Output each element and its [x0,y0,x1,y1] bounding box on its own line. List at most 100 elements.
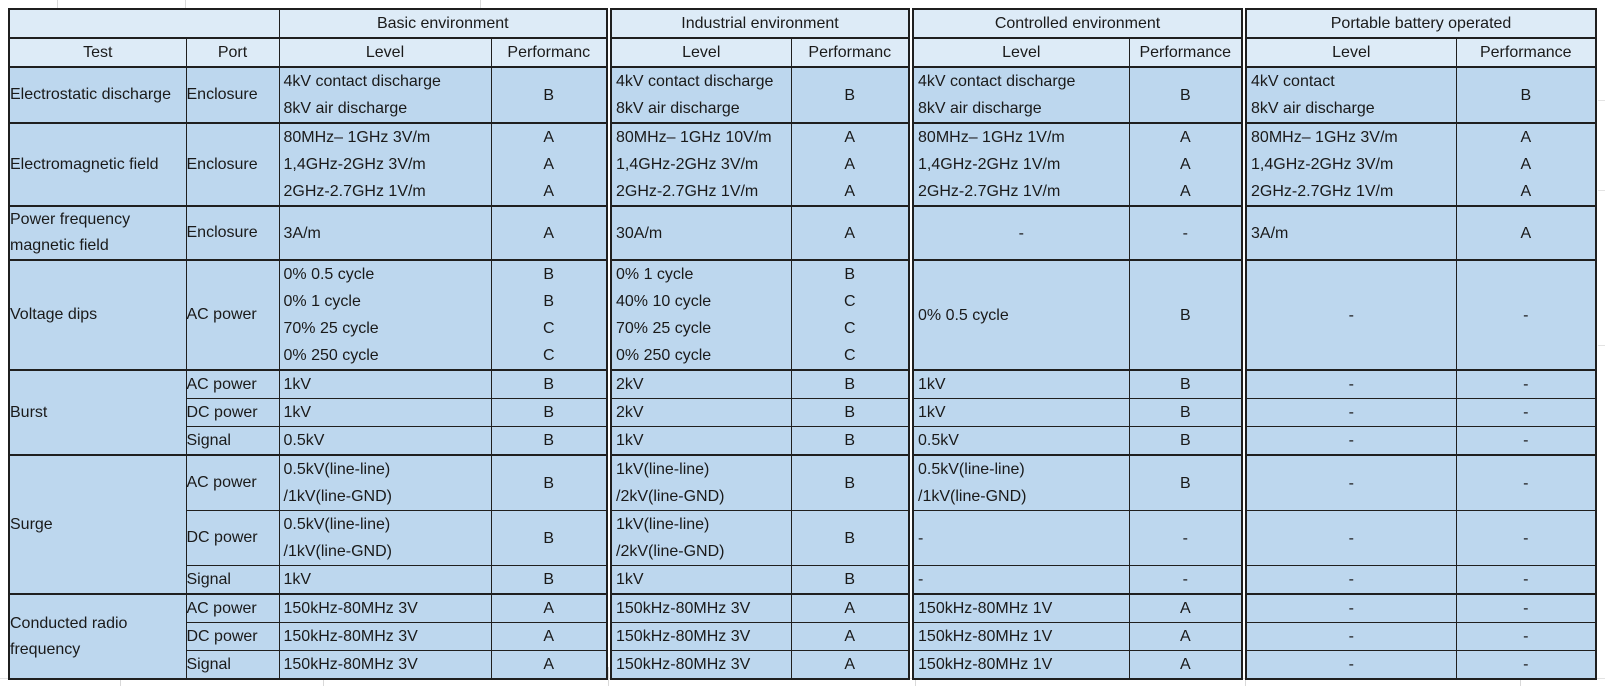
level-cell: 4kV contact discharge 8kV air discharge [908,66,1130,124]
level-line: 8kV air discharge [1251,100,1375,117]
table-row: Voltage dips AC power 0% 0.5 cycle 0% 1 cyc… [8,259,1597,371]
level-line: 1kV [918,404,946,421]
level-line: 2kV [616,404,644,421]
performance-line: - [1182,571,1188,588]
level-cell: 4kV contact discharge 8kV air discharge [278,66,492,124]
level-line: 30A/m [616,224,663,242]
level-cell: 2kV [606,369,792,399]
performance-line: B [844,474,856,492]
column-header-row: Test Port Level Performanc Level Perform… [8,37,1597,68]
level-cell: 80MHz– 1GHz 10V/m 1,4GHz-2GHz 3V/m 2GHz-2.… [606,122,792,207]
level-line: 2GHz-2.7GHz 1V/m [918,183,1061,200]
port-cell: Enclosure [185,205,280,261]
table-row: DC power 1kV B 2kV B 1kV B - - [9,398,1597,427]
performance-cell: A [490,650,610,680]
table-row: Burst AC power 1kV B 2kV B 1kV B - - [8,369,1597,456]
table-row: Conducted radio frequency AC power 150kHz-… [8,593,1597,680]
level-line: 4kV contact discharge [918,73,1076,90]
port-cell: AC power [185,454,280,511]
level-line: 2kV [616,376,644,393]
performance-line: - [1523,306,1529,324]
level-cell: 150kHz-80MHz 1V [908,650,1130,680]
performance-line: - [1523,474,1529,492]
level-cell: - [1241,454,1457,511]
level-cell: - [1241,426,1457,456]
performance-cell: - [1455,650,1597,680]
margin-gridline [480,0,481,8]
performance-line: - [1182,529,1188,547]
performance-line: A [1520,129,1532,146]
performance-line: A [543,600,555,617]
test-column-header: Test [8,37,187,68]
performance-line: B [844,571,856,588]
level-line: 80MHz– 1GHz 1V/m [918,129,1065,146]
performance-line: A [1520,156,1532,173]
performance-line: B [543,86,555,104]
level-cell: 3A/m [278,205,492,261]
level-line: - [1348,571,1354,588]
performance-cell: - [1128,510,1245,566]
performance-cell: A [790,205,912,261]
level-line: 1kV [918,376,946,393]
level-line: - [918,529,924,547]
test-cell: Conducted radio frequency [8,593,187,680]
level-cell: 150kHz-80MHz 3V [606,650,792,680]
performance-line: C [542,347,555,364]
performance-cell: B [790,426,912,456]
level-line: - [1348,529,1354,547]
level-line: 0.5kV [283,432,325,449]
performance-line: A [543,656,555,673]
performance-cell: B [790,369,912,399]
performance-line: A [844,183,856,200]
level-cell: 1kV [278,398,492,427]
level-cell: 150kHz-80MHz 3V [606,593,792,623]
performance-cell: B [1128,66,1245,124]
performance-cell: - [1128,205,1245,261]
table-row: DC power 150kHz-80MHz 3V A 150kHz-80MHz 3V A… [9,622,1597,651]
performance-line: A [844,628,856,645]
performance-line: - [1523,432,1529,449]
table-row: Surge AC power 0.5kV(line-line)/1kV(line-G… [8,454,1597,595]
performance-line: B [844,86,856,104]
level-line: 1kV(line-line) [616,516,710,533]
performance-cell: - [1455,593,1597,623]
performance-line: A [543,156,555,173]
level-cell: 1kV(line-line) /2kV(line-GND) [606,510,792,566]
level-line: 150kHz-80MHz 3V [616,628,751,645]
performance-line: A [1179,628,1191,645]
performance-line: - [1182,224,1188,242]
performance-cell: B [790,66,912,124]
level-line: 1kV [616,432,644,449]
group-header-portable: Portable battery operated [1241,8,1597,39]
level-line: 150kHz-80MHz 3V [283,656,418,673]
table-row: Electromagnetic field Enclosure 80MHz– 1GH… [8,122,1597,207]
level-cell: 1kV [908,398,1130,427]
performance-cell: B [490,369,610,399]
performance-cell: B [1128,454,1245,511]
performance-cell: - [1455,622,1597,651]
performance-cell: B [790,454,912,511]
performance-line: C [542,320,555,337]
level-cell: 30A/m [606,205,792,261]
group-header-controlled: Controlled environment [908,8,1245,39]
level-line: 8kV air discharge [283,100,408,117]
level-line: 80MHz– 1GHz 10V/m [616,129,772,146]
level-line: 40% 10 cycle [616,293,712,310]
performance-line: B [543,293,555,310]
level-cell: - [908,510,1130,566]
level-line: - [1348,628,1354,645]
performance-cell: - [1455,454,1597,511]
level-cell: 2kV [606,398,792,427]
performance-cell: B [490,454,610,511]
level-line: 1kV [283,571,312,588]
level-cell: 3A/m [1241,205,1457,261]
performance-line: A [844,129,856,146]
level-line: 0.5kV [918,432,959,449]
port-cell: Enclosure [185,122,280,207]
performance-line: - [1523,628,1529,645]
level-line: 1,4GHz-2GHz 3V/m [1251,156,1394,173]
level-line: 150kHz-80MHz 3V [616,656,751,673]
